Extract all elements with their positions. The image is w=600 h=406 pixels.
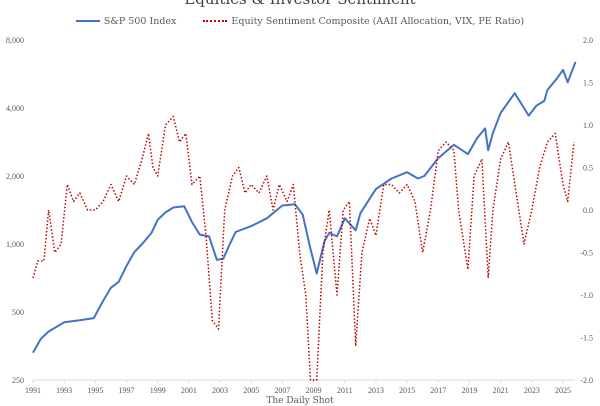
x-tick-label: 1991: [25, 386, 41, 395]
x-tick-label: 2025: [555, 386, 571, 395]
left-tick-label: 8,000: [6, 36, 24, 45]
x-tick-label: 1997: [119, 386, 135, 395]
x-tick-label: 2023: [524, 386, 540, 395]
sentiment-composite-line: [32, 115, 575, 381]
right-tick-label: 2.0: [583, 36, 593, 45]
x-tick-label: 2007: [274, 386, 290, 395]
x-tick-label: 2009: [306, 386, 322, 395]
legend-swatch-dotted: [203, 20, 228, 22]
x-tick-label: 1993: [56, 386, 72, 395]
right-tick-label: -2.0: [580, 376, 593, 385]
x-tick-label: 2017: [430, 386, 446, 395]
left-tick-label: 2,000: [6, 172, 24, 181]
legend-item-sp500: S&P 500 Index: [75, 15, 177, 27]
x-tick-label: 1995: [87, 386, 103, 395]
left-tick-label: 4,000: [6, 104, 24, 113]
right-tick-label: -0.5: [580, 249, 593, 258]
legend-label: S&P 500 Index: [103, 15, 177, 27]
x-tick-label: 2013: [368, 386, 384, 395]
x-tick-label: 2003: [212, 386, 228, 395]
right-tick-label: -1.0: [580, 291, 593, 300]
legend: S&P 500 Index Equity Sentiment Composite…: [0, 14, 600, 27]
chart-title: Equities & Investor Sentiment: [0, 0, 600, 8]
x-tick-label: 2001: [181, 386, 197, 395]
legend-item-sentiment: Equity Sentiment Composite (AAII Allocat…: [203, 16, 524, 27]
x-tick-label: 2021: [493, 386, 509, 395]
right-tick-label: 0.5: [583, 164, 593, 173]
right-tick-label: 0.0: [583, 206, 593, 215]
x-tick-label: 1999: [150, 386, 166, 395]
left-tick-label: 500: [12, 308, 24, 317]
right-tick-label: 1.0: [583, 121, 593, 130]
right-tick-label: -1.5: [580, 334, 593, 343]
x-tick-label: 2011: [337, 386, 353, 395]
sp500-line: [32, 61, 577, 354]
left-tick-label: 250: [12, 376, 24, 385]
legend-swatch-solid: [75, 20, 100, 22]
right-tick-label: 1.5: [583, 79, 593, 88]
x-tick-label: 2005: [243, 386, 259, 395]
source-note: The Daily Shot: [266, 396, 334, 406]
left-tick-label: 1,000: [6, 240, 24, 249]
x-tick-label: 2015: [399, 386, 415, 395]
x-tick-label: 2019: [461, 386, 477, 395]
legend-label: Equity Sentiment Composite (AAII Allocat…: [231, 15, 525, 27]
